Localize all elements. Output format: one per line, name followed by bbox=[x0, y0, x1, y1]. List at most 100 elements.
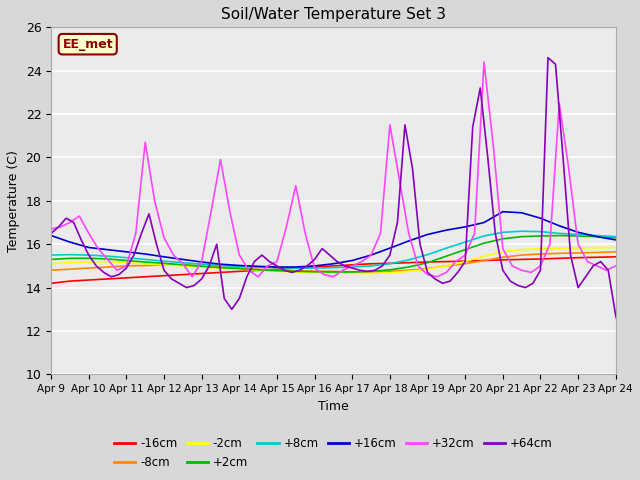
+64cm bbox=[634, 365, 640, 371]
+2cm bbox=[122, 258, 130, 264]
-2cm bbox=[499, 249, 507, 255]
+32cm bbox=[358, 259, 365, 264]
+2cm bbox=[480, 240, 488, 246]
Line: -8cm: -8cm bbox=[51, 252, 616, 272]
+16cm bbox=[593, 234, 601, 240]
-16cm bbox=[556, 255, 563, 261]
-2cm bbox=[612, 245, 620, 251]
-16cm bbox=[367, 261, 375, 266]
-16cm bbox=[273, 266, 281, 272]
+2cm bbox=[141, 259, 149, 265]
+8cm bbox=[518, 228, 525, 234]
+2cm bbox=[461, 247, 469, 252]
+16cm bbox=[292, 264, 300, 270]
-8cm bbox=[311, 268, 319, 274]
-2cm bbox=[47, 261, 55, 266]
-2cm bbox=[593, 245, 601, 251]
+32cm bbox=[396, 176, 403, 182]
-8cm bbox=[198, 263, 205, 269]
+8cm bbox=[593, 233, 601, 239]
-2cm bbox=[85, 259, 93, 265]
+16cm bbox=[574, 229, 582, 235]
+8cm bbox=[160, 258, 168, 264]
Line: +2cm: +2cm bbox=[51, 236, 616, 272]
-8cm bbox=[273, 267, 281, 273]
-2cm bbox=[518, 247, 525, 252]
-2cm bbox=[556, 245, 563, 251]
+16cm bbox=[104, 247, 111, 252]
+8cm bbox=[292, 265, 300, 271]
-2cm bbox=[217, 265, 225, 271]
+8cm bbox=[442, 245, 450, 251]
-2cm bbox=[66, 260, 74, 265]
-16cm bbox=[122, 275, 130, 281]
+32cm bbox=[188, 274, 196, 280]
-16cm bbox=[141, 274, 149, 280]
Text: EE_met: EE_met bbox=[62, 38, 113, 51]
+64cm bbox=[454, 270, 461, 276]
-2cm bbox=[480, 253, 488, 259]
+64cm bbox=[401, 122, 409, 128]
Line: -16cm: -16cm bbox=[51, 257, 616, 283]
-8cm bbox=[424, 265, 431, 271]
+2cm bbox=[612, 235, 620, 240]
-2cm bbox=[424, 266, 431, 272]
+16cm bbox=[85, 245, 93, 251]
+8cm bbox=[480, 233, 488, 239]
+64cm bbox=[582, 274, 589, 280]
-8cm bbox=[254, 266, 262, 272]
-16cm bbox=[85, 277, 93, 283]
+8cm bbox=[311, 265, 319, 271]
-16cm bbox=[330, 263, 337, 269]
-8cm bbox=[480, 258, 488, 264]
-16cm bbox=[499, 257, 507, 263]
+16cm bbox=[236, 263, 243, 268]
-8cm bbox=[104, 264, 111, 270]
Title: Soil/Water Temperature Set 3: Soil/Water Temperature Set 3 bbox=[221, 7, 446, 22]
+32cm bbox=[612, 263, 620, 269]
+8cm bbox=[273, 265, 281, 271]
+8cm bbox=[556, 230, 563, 236]
+8cm bbox=[47, 252, 55, 258]
-16cm bbox=[179, 272, 187, 277]
-16cm bbox=[217, 270, 225, 276]
+64cm bbox=[408, 166, 416, 171]
-8cm bbox=[367, 269, 375, 275]
X-axis label: Time: Time bbox=[318, 400, 349, 413]
-16cm bbox=[424, 259, 431, 265]
+8cm bbox=[386, 261, 394, 266]
+8cm bbox=[330, 265, 337, 271]
+8cm bbox=[405, 257, 413, 263]
-8cm bbox=[574, 250, 582, 256]
+16cm bbox=[367, 252, 375, 258]
+32cm bbox=[254, 274, 262, 280]
+16cm bbox=[612, 237, 620, 243]
-16cm bbox=[160, 273, 168, 278]
+16cm bbox=[311, 263, 319, 269]
+16cm bbox=[66, 239, 74, 245]
+8cm bbox=[85, 252, 93, 258]
-2cm bbox=[104, 259, 111, 264]
Line: -2cm: -2cm bbox=[51, 248, 616, 274]
+8cm bbox=[424, 252, 431, 258]
-8cm bbox=[518, 252, 525, 258]
-2cm bbox=[122, 260, 130, 265]
Y-axis label: Temperature (C): Temperature (C) bbox=[7, 150, 20, 252]
-2cm bbox=[367, 271, 375, 276]
+2cm bbox=[405, 264, 413, 270]
Legend: -16cm, -8cm, -2cm, +2cm, +8cm, +16cm, +32cm, +64cm: -16cm, -8cm, -2cm, +2cm, +8cm, +16cm, +3… bbox=[109, 432, 557, 474]
+16cm bbox=[348, 258, 356, 264]
+2cm bbox=[47, 256, 55, 262]
+8cm bbox=[198, 261, 205, 267]
-8cm bbox=[348, 269, 356, 275]
+16cm bbox=[254, 264, 262, 269]
+16cm bbox=[536, 216, 544, 221]
+2cm bbox=[160, 261, 168, 266]
-16cm bbox=[442, 259, 450, 264]
+2cm bbox=[85, 255, 93, 261]
+16cm bbox=[198, 259, 205, 265]
+8cm bbox=[348, 264, 356, 270]
Line: +16cm: +16cm bbox=[51, 212, 616, 267]
+16cm bbox=[480, 220, 488, 226]
-2cm bbox=[405, 268, 413, 274]
